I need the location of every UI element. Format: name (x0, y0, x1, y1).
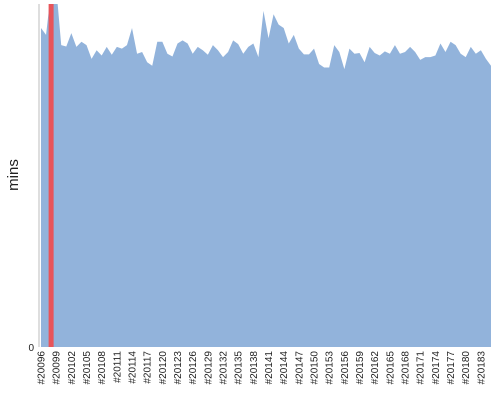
y-axis-ticks: 0 (28, 343, 34, 354)
x-axis-ticks: #20096 #20099 #20102 #20105 #20108 #20111 #201… (37, 351, 488, 385)
x-tick-label: #20135 (234, 351, 245, 385)
x-tick-label: #20096 (37, 351, 48, 385)
x-tick-label: #20159 (355, 351, 366, 385)
x-tick-label: #20171 (416, 351, 427, 385)
x-tick-label: #20102 (67, 351, 78, 385)
plot-area (41, 4, 491, 347)
x-tick-label: #20147 (294, 351, 305, 385)
x-tick-label: #20162 (370, 351, 381, 385)
x-tick-label: #20180 (461, 351, 472, 385)
x-tick-label: #20108 (97, 351, 108, 385)
x-tick-label: #20132 (219, 351, 230, 385)
x-tick-label: #20141 (264, 351, 275, 385)
x-tick-label: #20117 (143, 351, 154, 384)
highlight-bar[interactable] (48, 4, 54, 347)
x-tick-label: #20123 (173, 351, 184, 385)
x-tick-label: #20120 (158, 351, 169, 385)
y-tick-label: 0 (28, 343, 34, 354)
x-tick-label: #20183 (476, 351, 487, 385)
x-tick-label: #20168 (401, 351, 412, 385)
y-axis-title: mins (5, 159, 22, 191)
x-tick-label: #20111 (112, 351, 123, 383)
x-tick-label: #20126 (188, 351, 199, 385)
x-tick-label: #20153 (325, 351, 336, 385)
x-tick-label: #20105 (82, 351, 93, 385)
x-tick-label: #20129 (203, 351, 214, 385)
x-tick-label: #20138 (249, 351, 260, 385)
x-tick-label: #20150 (310, 351, 321, 385)
x-tick-label: #20165 (385, 351, 396, 385)
x-tick-label: #20174 (431, 351, 442, 385)
x-tick-label: #20144 (279, 351, 290, 385)
x-tick-label: #20177 (446, 351, 457, 385)
series-area (41, 4, 491, 347)
x-tick-label: #20099 (52, 351, 63, 385)
x-tick-label: #20156 (340, 351, 351, 385)
x-tick-label: #20114 (128, 351, 139, 384)
